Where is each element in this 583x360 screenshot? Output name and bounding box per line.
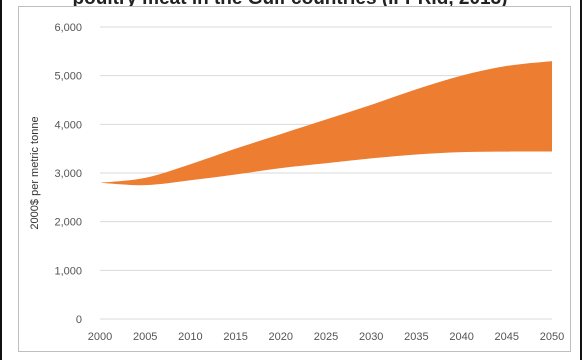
frame-right-border [580,0,582,360]
x-tick-label-9: 2045 [495,331,519,343]
y-tick-label-2: 2,000 [54,217,82,229]
y-tick-label-0: 0 [76,314,82,326]
x-tick-label-2: 2010 [178,331,202,343]
x-tick-label-6: 2030 [359,331,383,343]
chart-area-box [18,6,571,352]
x-tick-label-0: 2000 [88,331,112,343]
price-range-area [100,61,552,186]
y-tick-label-3: 3,000 [54,168,82,180]
y-tick-label-6: 6,000 [54,22,82,34]
x-tick-label-5: 2025 [314,331,338,343]
x-tick-label-8: 2040 [449,331,473,343]
y-axis-label: 2000$ per metric tonne [29,116,41,229]
y-tick-label-1: 1,000 [54,265,82,277]
x-tick-label-10: 2050 [540,331,564,343]
y-tick-label-4: 4,000 [54,119,82,131]
y-tick-label-5: 5,000 [54,71,82,83]
x-tick-label-7: 2035 [404,331,428,343]
x-tick-label-4: 2020 [269,331,293,343]
frame-left-border [0,0,2,360]
x-tick-label-1: 2005 [133,331,157,343]
x-tick-label-3: 2015 [223,331,247,343]
chart-title: poultry meat in the Gulf countries (IFPR… [10,0,570,10]
